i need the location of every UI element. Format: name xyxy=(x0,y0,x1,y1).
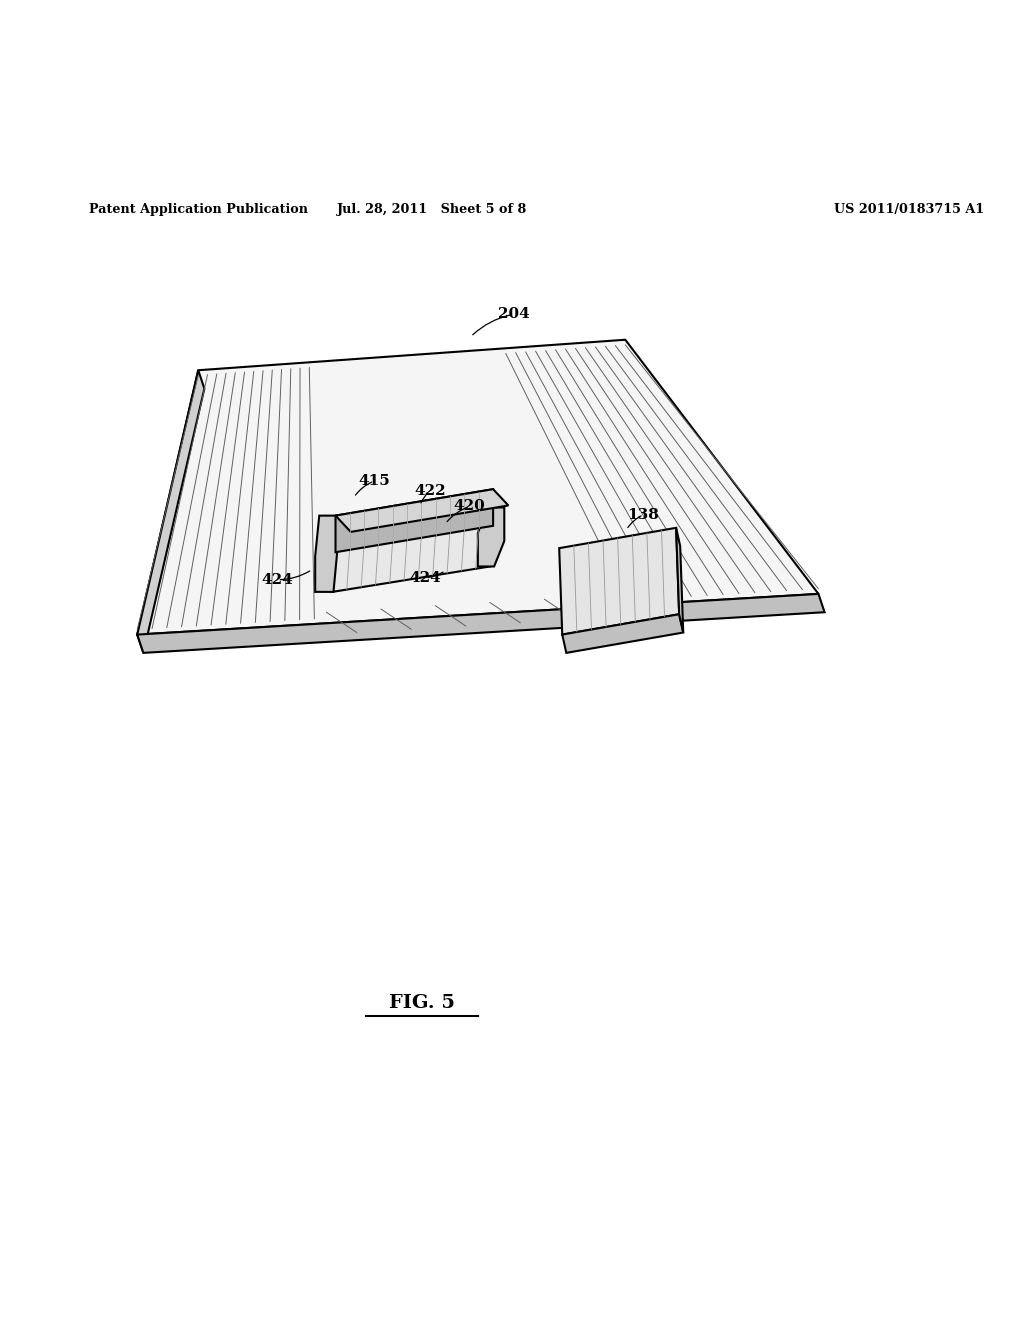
Polygon shape xyxy=(137,339,818,635)
Text: 422: 422 xyxy=(415,484,445,498)
Text: 415: 415 xyxy=(358,474,390,488)
Text: FIG. 5: FIG. 5 xyxy=(389,994,455,1011)
Text: 204: 204 xyxy=(498,308,529,321)
Polygon shape xyxy=(315,516,338,591)
Text: 138: 138 xyxy=(628,508,659,521)
Polygon shape xyxy=(676,528,683,632)
Polygon shape xyxy=(336,490,508,532)
Polygon shape xyxy=(137,370,205,653)
Text: US 2011/0183715 A1: US 2011/0183715 A1 xyxy=(834,203,984,216)
Polygon shape xyxy=(336,490,494,552)
Polygon shape xyxy=(478,507,504,566)
Polygon shape xyxy=(559,528,679,635)
Text: 424: 424 xyxy=(410,570,441,585)
Polygon shape xyxy=(333,520,494,591)
Text: Jul. 28, 2011   Sheet 5 of 8: Jul. 28, 2011 Sheet 5 of 8 xyxy=(337,203,527,216)
Text: 424: 424 xyxy=(262,573,294,586)
Polygon shape xyxy=(137,594,824,653)
Text: 420: 420 xyxy=(454,499,485,513)
Text: Patent Application Publication: Patent Application Publication xyxy=(89,203,308,216)
Polygon shape xyxy=(562,614,683,653)
